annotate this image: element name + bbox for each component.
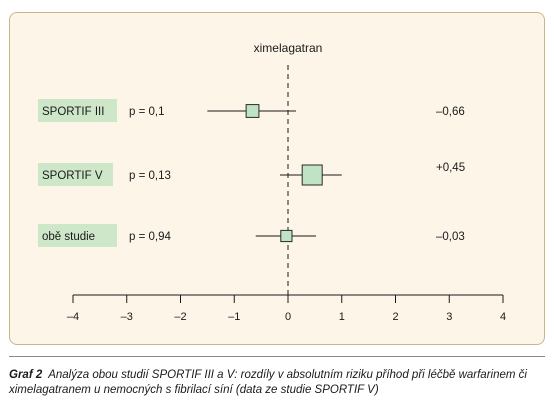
row-label-box (38, 224, 117, 247)
x-tick-label: –2 (174, 311, 186, 323)
row-estimate-marker (280, 229, 293, 243)
x-tick-label: –4 (67, 311, 79, 323)
figure-caption: Graf 2 Analýza obou studií SPORTIF III a… (9, 368, 549, 398)
caption-prefix: Graf 2 (9, 369, 43, 381)
row-label: obě studie (42, 231, 95, 243)
x-tick-label: 1 (339, 311, 345, 323)
caption-separator (9, 356, 545, 357)
row-p-value: p = 0,94 (129, 231, 171, 243)
chart-title: ximelagatran (254, 41, 323, 55)
x-tick-label: 2 (392, 311, 398, 323)
chart-frame: ximelagatran –4 –3 –2 –1 0 1 2 3 4 SPORTIF III p = … (9, 12, 545, 345)
x-tick-label: 3 (446, 311, 452, 323)
row-value: –0,03 (436, 231, 465, 243)
x-tick-label: –3 (121, 311, 133, 323)
row-estimate-marker (301, 164, 323, 186)
caption-text: Analýza obou studií SPORTIF III a V: roz… (9, 369, 527, 396)
row-value: –0,66 (436, 106, 465, 118)
row-label-box (38, 99, 117, 122)
x-tick-label: 0 (285, 311, 291, 323)
x-tick-label: –1 (228, 311, 240, 323)
row-label: SPORTIF III (42, 106, 104, 118)
forest-plot: ximelagatran –4 –3 –2 –1 0 1 2 3 4 SPORTIF III p = … (38, 41, 506, 323)
row-estimate-marker (245, 104, 260, 118)
row-value: +0,45 (436, 162, 465, 174)
row-p-value: p = 0,13 (129, 170, 171, 182)
x-tick-label: 4 (500, 311, 506, 323)
row-label: SPORTIF V (42, 170, 103, 182)
row-p-value: p = 0,1 (129, 106, 165, 118)
row-label-box (38, 163, 113, 186)
